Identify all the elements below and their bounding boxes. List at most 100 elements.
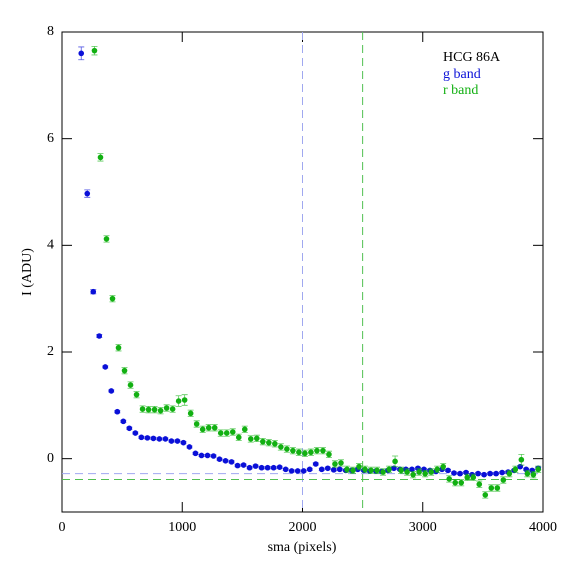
data-point <box>493 470 499 477</box>
data-point <box>332 461 338 467</box>
data-point <box>241 426 248 433</box>
data-point <box>235 434 242 441</box>
data-point <box>294 468 301 474</box>
data-point <box>247 436 254 442</box>
data-point <box>446 476 453 482</box>
data-point <box>330 467 337 473</box>
data-point <box>506 470 513 477</box>
data-point <box>150 435 157 442</box>
data-point <box>320 447 326 454</box>
data-point <box>222 458 229 464</box>
data-point <box>318 466 325 473</box>
data-point <box>428 469 434 475</box>
data-point <box>302 450 308 457</box>
data-point <box>326 451 332 458</box>
data-point <box>156 436 163 442</box>
legend-entry: g band <box>443 67 481 82</box>
data-point <box>102 364 109 370</box>
annotation: HCG 86A <box>443 50 501 65</box>
data-point <box>270 464 277 471</box>
x-tick-label: 2000 <box>289 520 317 535</box>
data-point <box>338 460 344 466</box>
data-point <box>132 430 139 436</box>
data-point <box>282 466 289 473</box>
data-point <box>308 449 314 456</box>
data-point <box>380 469 386 475</box>
data-point <box>457 470 463 477</box>
data-point <box>163 405 170 411</box>
data-point <box>356 463 362 470</box>
data-point <box>392 458 398 465</box>
data-point <box>260 438 266 445</box>
y-tick-label: 8 <box>47 24 54 39</box>
data-point <box>133 391 140 398</box>
data-point <box>229 429 236 435</box>
legend-entry: r band <box>443 83 478 98</box>
data-point <box>362 466 368 473</box>
data-point <box>121 367 128 374</box>
y-tick-label: 6 <box>47 131 54 146</box>
data-point <box>127 382 134 388</box>
data-point <box>114 408 121 415</box>
data-point <box>90 288 97 295</box>
data-point <box>416 469 422 475</box>
data-point <box>434 466 440 473</box>
data-point <box>458 479 465 486</box>
data-point <box>464 474 471 481</box>
data-point <box>350 467 356 474</box>
data-point <box>193 421 200 427</box>
data-point <box>169 406 176 412</box>
data-point <box>470 474 477 481</box>
data-point <box>234 462 241 469</box>
data-point <box>84 190 91 197</box>
data-point <box>216 456 223 463</box>
data-point <box>211 424 218 431</box>
data-point <box>168 438 175 444</box>
data-point <box>344 466 350 473</box>
data-point <box>386 466 392 473</box>
data-point <box>145 406 152 413</box>
data-point <box>300 468 307 474</box>
x-tick-label: 3000 <box>409 520 437 535</box>
data-point <box>535 466 541 473</box>
data-point <box>91 47 98 54</box>
data-point <box>186 444 193 450</box>
y-axis-label: I (ADU) <box>20 248 35 296</box>
data-point <box>97 154 104 161</box>
data-point <box>488 485 495 491</box>
x-tick-label: 1000 <box>168 520 196 535</box>
data-point <box>228 459 235 465</box>
data-point <box>512 466 519 473</box>
data-point <box>246 464 253 471</box>
data-point <box>181 397 188 403</box>
data-point <box>115 344 122 351</box>
data-point <box>157 407 164 414</box>
data-point <box>180 439 187 446</box>
data-point <box>278 444 284 450</box>
y-tick-label: 0 <box>47 451 54 466</box>
data-point <box>518 456 525 463</box>
data-point <box>199 426 206 433</box>
data-point <box>494 485 501 491</box>
data-point <box>192 450 199 457</box>
data-point <box>144 435 151 441</box>
x-tick-label: 4000 <box>529 520 557 535</box>
data-point <box>138 434 145 441</box>
data-point <box>162 436 169 442</box>
data-point <box>205 424 212 431</box>
data-point <box>452 479 459 486</box>
data-point <box>240 462 247 468</box>
data-point <box>409 466 415 473</box>
data-point <box>96 333 103 339</box>
data-point <box>499 469 505 476</box>
data-point <box>476 481 483 488</box>
data-point <box>324 465 331 472</box>
data-point <box>500 477 507 483</box>
data-point <box>258 464 265 471</box>
data-point <box>223 430 230 436</box>
data-point <box>120 418 127 425</box>
data-point <box>254 435 260 442</box>
data-point <box>187 410 194 417</box>
data-point <box>398 467 404 474</box>
data-point <box>174 438 181 444</box>
